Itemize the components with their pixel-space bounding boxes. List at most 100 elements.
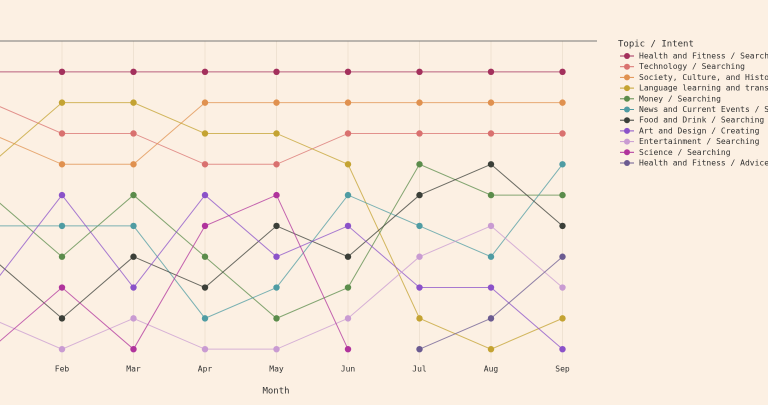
- marker: [416, 345, 423, 353]
- marker: [201, 253, 209, 260]
- marker: [201, 284, 209, 291]
- marker: [130, 253, 137, 260]
- marker: [559, 284, 566, 291]
- marker: [344, 253, 352, 260]
- x-axis-label: Month: [262, 387, 289, 397]
- marker: [559, 130, 566, 137]
- marker: [344, 191, 352, 199]
- marker: [487, 253, 495, 260]
- marker: [487, 315, 495, 322]
- marker: [559, 99, 566, 106]
- legend-marker: [624, 53, 630, 59]
- legend-marker: [624, 63, 630, 70]
- x-tick-label: Sep: [555, 365, 570, 374]
- marker: [201, 130, 209, 137]
- x-tick-label: Jul: [412, 365, 427, 374]
- grid: [61, 41, 563, 360]
- marker: [201, 99, 209, 106]
- legend-label: Society, Culture, and History /: [639, 73, 768, 82]
- marker: [559, 222, 566, 230]
- marker: [201, 315, 209, 322]
- marker: [416, 222, 423, 230]
- x-tick-label: Feb: [55, 365, 70, 374]
- marker: [416, 191, 423, 199]
- x-tick-label: May: [269, 365, 284, 374]
- marker: [130, 315, 137, 322]
- marker: [487, 222, 495, 230]
- marker: [58, 68, 66, 76]
- marker: [344, 315, 352, 322]
- marker: [130, 68, 137, 76]
- marker: [130, 99, 137, 106]
- marker: [559, 68, 566, 76]
- marker: [559, 315, 566, 322]
- x-tick-label: Aug: [484, 365, 499, 374]
- legend-label: Art and Design / Creating: [639, 126, 760, 135]
- marker: [273, 191, 280, 199]
- marker: [58, 130, 66, 137]
- marker: [130, 284, 137, 291]
- legend-marker: [624, 149, 630, 156]
- marker: [201, 191, 209, 199]
- marker: [416, 130, 423, 137]
- marker: [487, 284, 495, 291]
- marker: [344, 284, 352, 291]
- marker: [487, 68, 495, 76]
- marker: [487, 191, 495, 199]
- marker: [58, 284, 66, 291]
- legend-marker: [624, 106, 630, 113]
- x-tick-label: Mar: [126, 365, 141, 374]
- marker: [344, 130, 352, 137]
- legend-label: Language learning and translati: [639, 84, 768, 93]
- marker: [559, 345, 566, 353]
- marker: [273, 130, 280, 137]
- marker: [487, 345, 495, 353]
- legend-label: Health and Fitness / Searching: [639, 52, 768, 61]
- marker: [416, 68, 423, 76]
- marker: [416, 253, 423, 260]
- marker: [58, 191, 66, 199]
- legend-title: Topic / Intent: [618, 40, 694, 50]
- legend-label: Money / Searching: [639, 94, 721, 103]
- marker: [130, 130, 137, 137]
- x-tick-label: Jun: [341, 365, 356, 374]
- legend-label: Entertainment / Searching: [639, 137, 760, 146]
- legend-marker: [624, 74, 630, 81]
- marker: [130, 191, 137, 199]
- marker: [344, 345, 352, 353]
- legend-marker: [624, 127, 630, 134]
- legend-marker: [624, 160, 630, 166]
- legend-label: Food and Drink / Searching: [639, 116, 764, 125]
- marker: [58, 345, 66, 353]
- marker: [559, 253, 566, 260]
- marker: [273, 68, 280, 76]
- marker: [416, 99, 423, 106]
- marker: [487, 161, 495, 168]
- legend-marker: [624, 85, 630, 92]
- x-tick-label: Apr: [198, 365, 213, 374]
- marker: [344, 222, 352, 230]
- marker: [416, 315, 423, 322]
- marker: [58, 99, 66, 106]
- marker: [201, 345, 209, 353]
- marker: [559, 161, 566, 168]
- marker: [201, 68, 209, 76]
- marker: [130, 345, 137, 353]
- marker: [416, 161, 423, 168]
- marker: [344, 68, 352, 76]
- marker: [273, 222, 280, 230]
- marker: [201, 222, 209, 230]
- marker: [58, 315, 66, 322]
- legend-marker: [624, 117, 630, 124]
- marker: [273, 161, 280, 168]
- marker: [273, 253, 280, 260]
- marker: [273, 99, 280, 106]
- marker: [487, 99, 495, 106]
- legend-marker: [624, 138, 630, 145]
- marker: [58, 253, 66, 260]
- legend-label: News and Current Events / Searc: [639, 105, 768, 114]
- legend-label: Health and Fitness / Advice: [639, 159, 768, 168]
